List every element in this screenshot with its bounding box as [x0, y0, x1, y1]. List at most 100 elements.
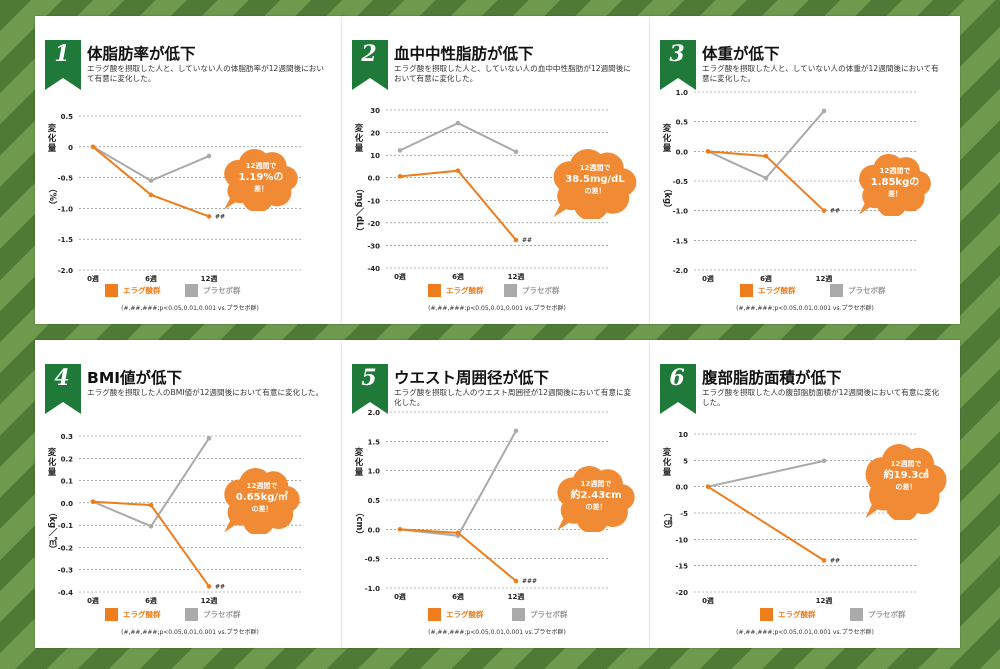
callout-line: 1.19%の	[238, 172, 284, 184]
callout-text: 12週間で 約19.3㎠ の差！	[862, 459, 950, 492]
number-ribbon-icon	[660, 364, 696, 414]
panel-description: エラグ酸を摂取した人と、していない人の血中中性脂肪が12週間後において有意に変化…	[394, 64, 631, 83]
number-ribbon-icon	[660, 40, 696, 90]
y-axis-unit: （kg／㎡）	[47, 508, 57, 554]
legend-ellagic: エラグ酸群	[760, 608, 816, 621]
legend-placebo: プラセボ群	[504, 284, 560, 297]
ellagic-point	[821, 558, 827, 563]
x-tick-label: 6週	[452, 592, 464, 601]
ellagic-point	[513, 578, 519, 584]
significance-mark: ##	[215, 583, 225, 590]
y-axis-unit: （㎠）	[662, 508, 672, 534]
y-axis-label: 変化量	[662, 124, 672, 154]
ellagic-line	[707, 485, 825, 562]
ellagic-point	[90, 144, 96, 150]
legend-label: エラグ酸群	[778, 609, 816, 619]
y-tick-label: -1.5	[673, 237, 688, 245]
x-tick-label: 12週	[816, 596, 833, 605]
placebo-point	[455, 120, 461, 126]
y-tick-label: 5	[683, 457, 688, 465]
y-tick-label: -15	[675, 563, 688, 571]
panel-number: 5	[361, 365, 377, 391]
chart-panel-6: 6 腹部脂肪面積が低下 エラグ酸を摂取した人の腹部脂肪面積が12週間後において有意に…	[650, 340, 960, 648]
panel-number: 4	[54, 365, 70, 391]
callout-line: 1.85kgの	[870, 177, 920, 189]
x-tick-label: 6週	[145, 274, 157, 283]
ellagic-point	[148, 192, 154, 198]
legend-placebo: プラセボ群	[512, 608, 568, 621]
ellagic-point	[705, 484, 711, 489]
y-tick-label: 0.0	[368, 175, 381, 183]
y-tick-label: -40	[367, 265, 380, 273]
callout-text: 12週間で 1.85kgの 差！	[856, 166, 934, 199]
number-ribbon-icon	[45, 364, 81, 414]
y-tick-label: -10	[367, 197, 380, 205]
y-tick-label: -10	[675, 536, 688, 544]
ellagic-line	[399, 169, 517, 241]
y-tick-label: -20	[367, 220, 380, 228]
legend-placebo: プラセボ群	[850, 608, 906, 621]
difference-callout: 12週間で 38.5mg/dL の差！	[550, 149, 640, 221]
legend-label: プラセボ群	[203, 609, 241, 619]
legend-swatch-ellagic	[428, 284, 441, 297]
panel-number: 2	[361, 41, 377, 67]
difference-callout: 12週間で 約19.3㎠ の差！	[862, 444, 950, 522]
significance-mark: ##	[830, 208, 840, 215]
legend-ellagic: エラグ酸群	[105, 608, 161, 621]
cloud-icon	[865, 444, 947, 522]
placebo-point	[821, 108, 827, 114]
callout-text: 12週間で 1.19%の 差！	[221, 161, 301, 194]
panel-title: 血中中性脂肪が低下	[394, 45, 534, 63]
y-tick-label: 0.0	[368, 526, 381, 534]
y-tick-label: -1.0	[365, 585, 380, 593]
legend-label: プラセボ群	[530, 609, 568, 619]
y-axis-label: 変化量	[354, 448, 364, 478]
y-tick-label: 0.0	[676, 148, 689, 156]
callout-line: 12週間で	[879, 167, 911, 176]
legend-swatch-ellagic	[105, 284, 118, 297]
y-axis-label: 変化量	[354, 124, 364, 154]
y-tick-label: 0.5	[676, 119, 689, 127]
y-tick-label: 1.5	[368, 438, 381, 446]
callout-line: の差！	[895, 483, 917, 492]
ellagic-point	[455, 168, 461, 174]
footnote: (#,##,###;p<0.05,0.01,0.001 vs.プラセボ群)	[736, 305, 874, 312]
difference-callout: 12週間で 0.65kg/㎡ の差！	[221, 468, 303, 536]
legend-swatch-ellagic	[740, 284, 753, 297]
panel-description: エラグ酸を摂取した人と、していない人の体重が12週間後において有意に変化した。	[702, 64, 939, 83]
legend-label: プラセボ群	[848, 285, 886, 295]
panel-title: 体重が低下	[702, 45, 780, 63]
x-tick-label: 0週	[394, 592, 406, 601]
chart-panel-4: 4 BMI値が低下 エラグ酸を摂取した人のBMI値が12週間後において有意に変化した…	[35, 340, 345, 648]
panel-description: エラグ酸を摂取した人のBMI値が12週間後において有意に変化した。	[87, 388, 324, 397]
y-axis-unit: （%）	[47, 184, 57, 210]
legend-placebo: プラセボ群	[185, 608, 241, 621]
x-tick-label: 12週	[201, 274, 218, 283]
significance-mark: ##	[215, 213, 225, 220]
line-chart: 2.0 1.5 1.0 0.5 0.0 -0.5 -1.0 0週 6週 12週 ###	[365, 409, 610, 601]
panel-title: BMI値が低下	[87, 369, 183, 387]
ellagic-point	[206, 214, 212, 219]
ellagic-point	[397, 527, 403, 532]
placebo-point	[397, 148, 403, 153]
placebo-line	[707, 459, 825, 488]
difference-callout: 12週間で 約2.43cm の差！	[554, 466, 638, 534]
callout-line: 0.65kg/㎡	[235, 492, 289, 504]
y-tick-label: -2.0	[58, 267, 73, 275]
callout-line: 38.5mg/dL	[565, 174, 625, 185]
y-tick-label: -0.5	[58, 175, 73, 183]
placebo-point	[513, 149, 519, 155]
placebo-point	[821, 458, 827, 464]
difference-callout: 12週間で 1.85kgの 差！	[856, 154, 934, 218]
panel-title: 腹部脂肪面積が低下	[702, 369, 842, 387]
legend-label: エラグ酸群	[758, 285, 796, 295]
callout-line: の差！	[585, 503, 607, 512]
y-tick-label: 1.0	[368, 468, 381, 476]
y-tick-label: -0.2	[58, 544, 73, 552]
placebo-line	[399, 430, 517, 537]
ellagic-point	[705, 149, 711, 154]
line-chart: 10 5 0.0 -5 -10 -15 -20 0週 12週 ##	[675, 431, 918, 605]
legend-swatch-ellagic	[428, 608, 441, 621]
y-tick-label: -1.5	[58, 236, 73, 244]
callout-line: 約2.43cm	[570, 490, 622, 502]
